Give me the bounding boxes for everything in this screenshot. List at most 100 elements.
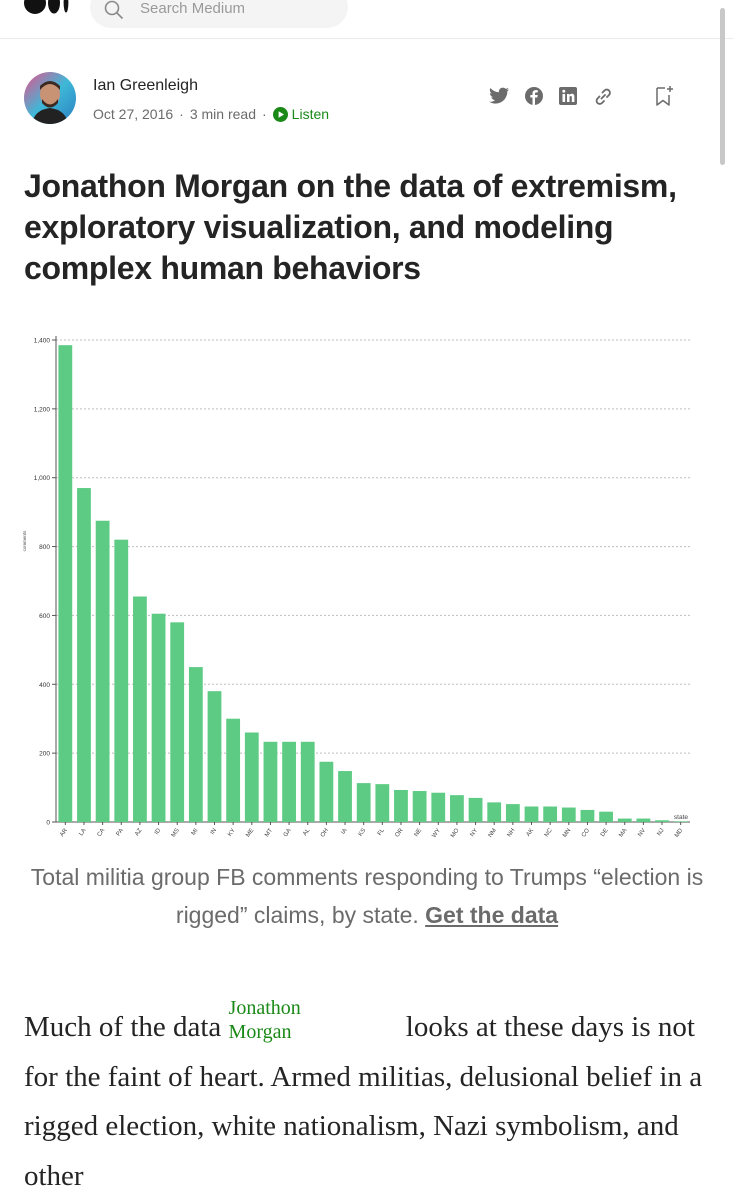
search-icon [104,0,124,20]
bar [561,807,576,822]
play-icon [272,107,288,122]
y-tick-label: 400 [39,682,50,689]
y-tick-label: 600 [39,613,50,620]
bar [524,806,539,822]
figure-caption: Total militia group FB comments respondi… [24,858,710,934]
y-tick-label: 1,000 [34,475,51,482]
x-tick-label: NC [544,827,554,838]
x-tick-label: AK [526,828,536,838]
bar [77,488,91,822]
x-tick-label: DE [600,828,610,838]
top-bar: Search Medium [0,0,734,39]
author-name[interactable]: Ian Greenleigh [93,77,198,94]
y-tick-label: 1,200 [34,406,51,413]
bar [114,539,129,822]
author-mention-link[interactable]: Jonathon Morgan [229,997,399,1043]
x-tick-label: AZ [134,827,144,837]
x-tick-label: AL [302,827,312,837]
bar [375,784,390,822]
bar [170,622,185,822]
x-tick-label: MN [562,828,572,839]
x-tick-label: OR [395,827,405,838]
bar [673,821,688,822]
x-tick-label: NV [637,828,647,838]
bar [505,804,520,822]
x-tick-label: MO [450,827,461,839]
x-tick-label: KY [227,828,237,838]
x-tick-label: AR [59,827,69,838]
scrollbar[interactable] [720,8,725,165]
x-tick-label: ID [154,827,163,836]
separator: · [179,106,184,122]
bar [599,811,613,822]
avatar[interactable] [24,72,76,124]
facebook-icon[interactable] [524,86,544,106]
article-title: Jonathon Morgan on the data of extremism… [24,168,677,286]
y-tick-label: 800 [39,544,50,551]
bar [431,792,446,822]
x-tick-label: KS [358,828,368,838]
bar [133,596,147,822]
x-tick-label: OH [320,828,330,839]
bar [356,783,371,822]
bookmark-add-icon[interactable] [652,84,676,108]
x-axis-label: state [674,814,688,821]
bar [394,789,408,822]
bar [188,667,203,822]
link-icon[interactable] [592,86,614,106]
y-tick-label: 1,400 [34,338,51,345]
bar [543,806,558,822]
x-tick-label: NE [414,828,424,838]
listen-button[interactable]: Listen [272,106,330,122]
bar [244,732,259,822]
bar-chart: 0 200 400 600 800 1,000 1,200 1,400 comments AR LA… [22,336,690,839]
bar [338,771,352,822]
bar [450,795,464,822]
bar [617,818,632,822]
bar [580,809,595,822]
x-tick-label: WY [431,828,441,839]
x-tick-label: MT [264,827,274,838]
medium-logo-icon[interactable] [24,0,72,22]
y-tick-label: 200 [39,751,50,758]
linkedin-icon[interactable] [558,86,578,106]
separator: · [262,106,267,122]
post-date: Oct 27, 2016 [93,106,174,122]
x-tick-label: GA [283,828,293,839]
search-input[interactable]: Search Medium [140,0,246,17]
bar [412,791,427,822]
bar [487,802,502,822]
x-tick-label: IA [340,828,348,836]
listen-label: Listen [291,106,330,122]
bar [636,818,651,822]
bar [468,797,483,822]
twitter-icon[interactable] [488,86,510,106]
x-tick-label: IN [210,828,218,836]
mention-first-name: Jonathon [228,997,301,1019]
bar [95,520,110,822]
bar [655,820,669,822]
bar [263,741,278,822]
x-tick-label: MI [191,827,200,836]
search-box[interactable]: Search Medium [90,0,348,28]
x-tick-label: PA [116,828,125,838]
get-data-link[interactable]: Get the data [425,902,559,928]
article-body: Much of the data Jonathon Morgan looks a… [24,997,714,1201]
y-tick-label: 0 [46,820,50,827]
x-tick-label: NY [469,828,479,838]
bar [226,718,241,822]
read-time: 3 min read [189,106,256,122]
bar [282,741,296,822]
x-tick-label: NH [507,828,517,839]
avatar-image [24,72,76,124]
body-text-start: Much of the data [24,1011,222,1043]
bar [58,345,73,822]
bar [319,761,334,822]
bar [300,741,315,822]
body-text-rest: looks at these days is not for the faint… [24,1011,703,1192]
x-tick-label: MD [674,827,685,839]
post-meta: Oct 27, 2016 · 3 min read · Listen [93,106,329,122]
x-tick-label: FL [377,827,386,837]
x-tick-label: MA [618,828,628,839]
mention-last-name: Morgan [228,1021,292,1043]
